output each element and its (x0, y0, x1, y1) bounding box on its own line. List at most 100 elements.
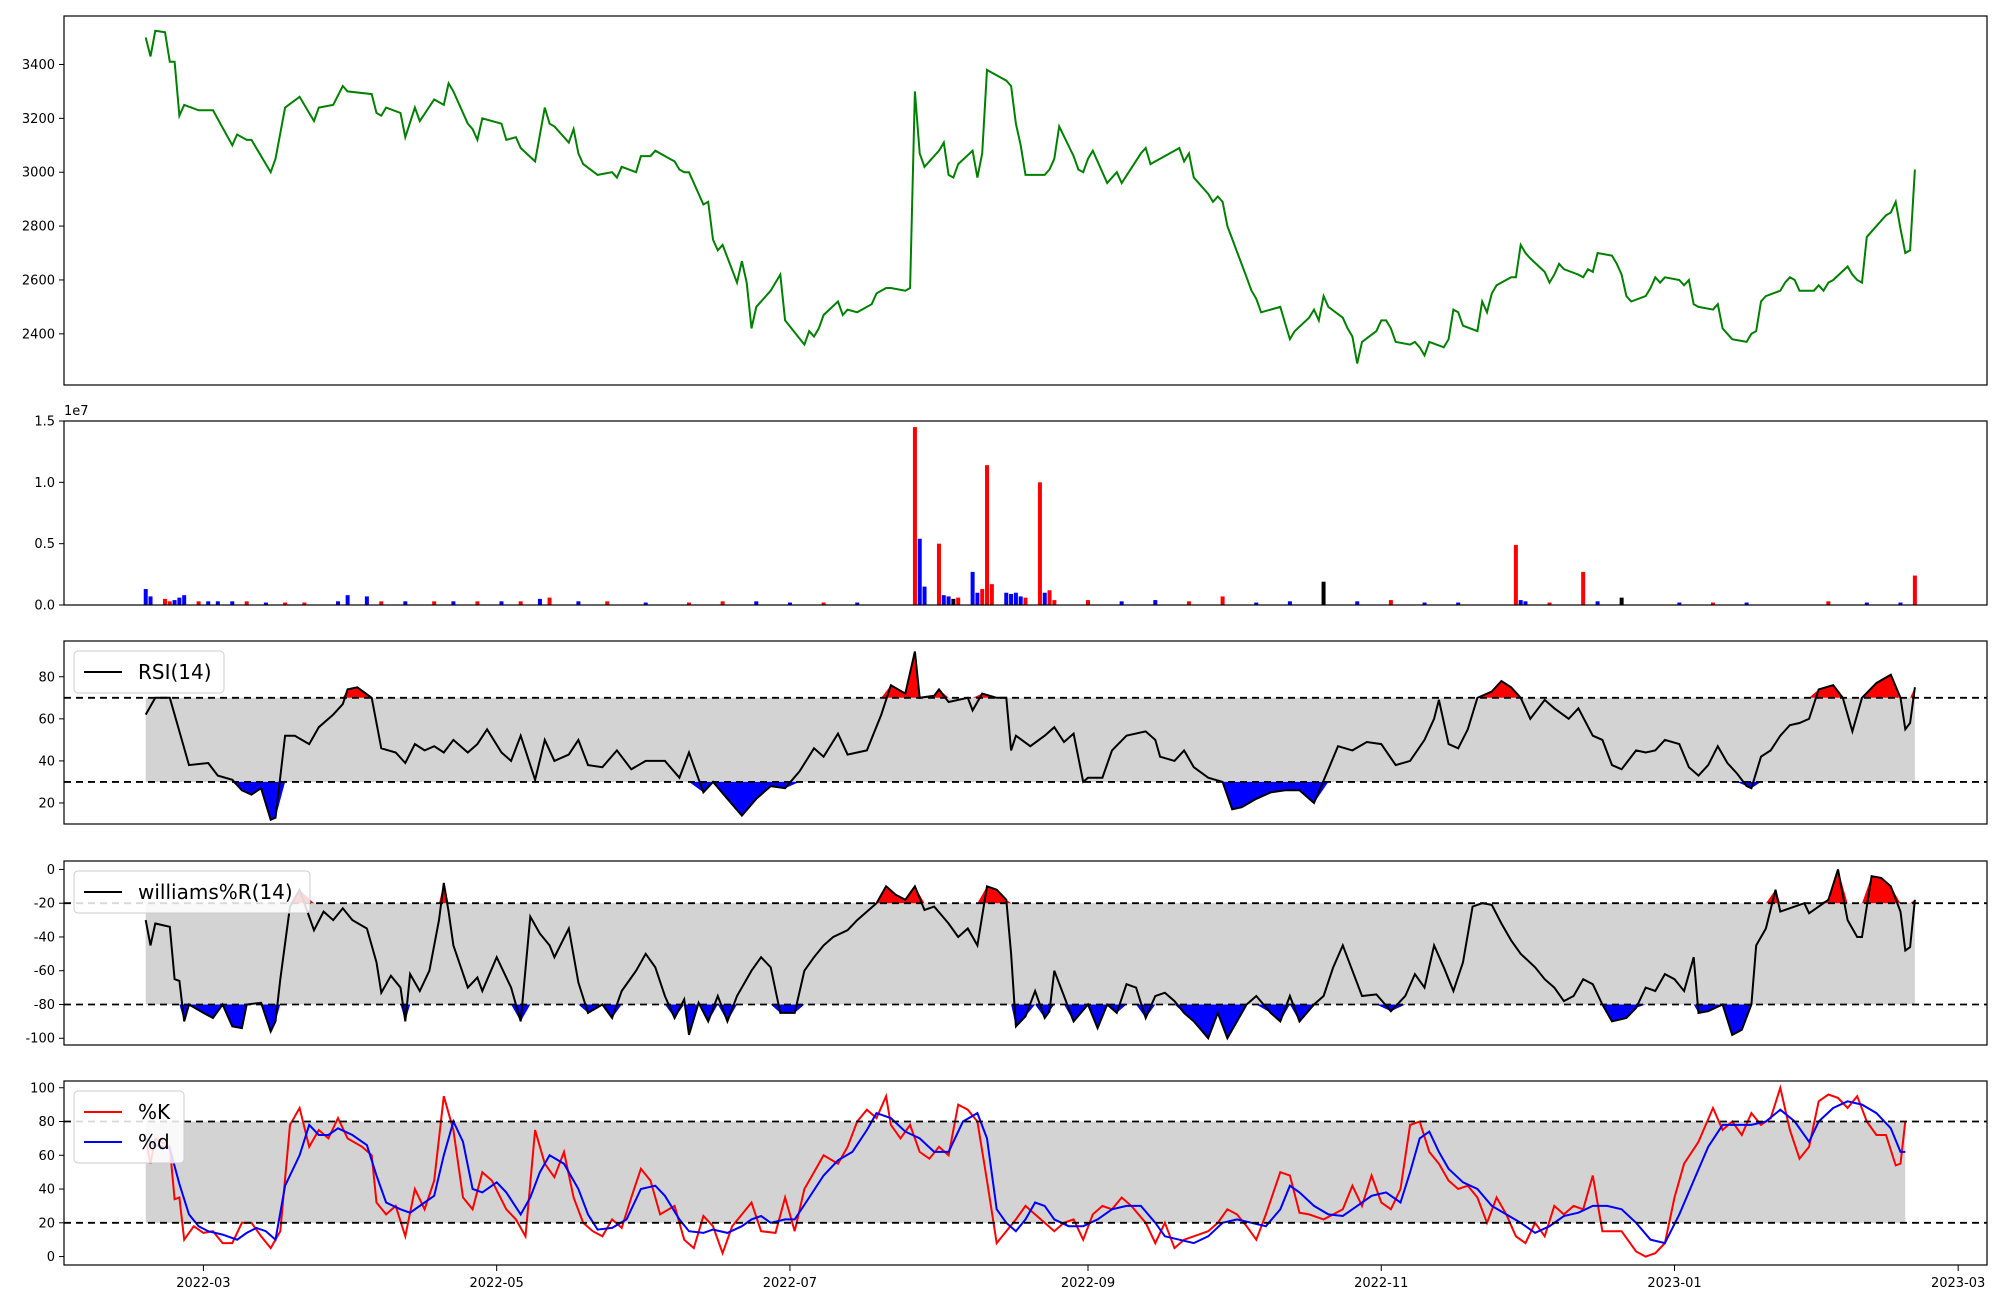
price-ytick-label: 3400 (22, 58, 55, 73)
price-ytick-label: 2800 (22, 220, 55, 235)
volume-bar (379, 601, 384, 605)
volume-bar (143, 589, 148, 605)
volume-bar (345, 595, 350, 605)
rsi-legend (73, 650, 225, 694)
volume-bar (922, 586, 927, 605)
volume-bar (1388, 600, 1393, 605)
williams-legend (73, 870, 311, 914)
date-axis: 2022-03 2022-05 2022-07 2022-09 2022-11 2023-… (176, 1265, 1985, 1291)
date-tick-label: 2023-03 (1931, 1276, 1985, 1291)
rsi-panel: RSI(14) 20 40 60 80 (38, 640, 1988, 825)
stochastic-ytick-label: 40 (38, 1183, 55, 1198)
volume-bar (547, 597, 552, 605)
williams-ytick-label: -100 (25, 1032, 55, 1047)
price-ytick-label: 3000 (22, 166, 55, 181)
stochastic-legend (73, 1090, 185, 1164)
volume-bar (1422, 602, 1427, 605)
volume-bar (196, 601, 201, 605)
stochastic-ytick-label: 20 (38, 1216, 55, 1231)
williams-oversold-fill (145, 1004, 1915, 1039)
stochastic-line-k (144, 1083, 1907, 1258)
rsi-ytick-label: 40 (38, 754, 55, 769)
volume-bar (1523, 601, 1528, 605)
date-tick-label: 2023-01 (1647, 1276, 1701, 1291)
volume-bar (1744, 602, 1749, 605)
volume-bar (230, 601, 235, 605)
williams-axes-frame (63, 860, 1988, 1046)
volume-bar (1864, 602, 1869, 605)
volume-bar (855, 602, 860, 605)
rsi-axes-frame (63, 640, 1988, 825)
volume-bar (1085, 600, 1090, 605)
volume-panel: 1e7 0.0 0.5 1.0 1.5 (34, 404, 1988, 614)
stochastic-axes-frame (63, 1080, 1988, 1266)
volume-bar (686, 602, 691, 605)
volume-bar (1619, 597, 1624, 605)
williams-r-panel: williams%R(14) -100 -80 -60 -40 -20 0 (25, 860, 1988, 1047)
date-tick-label: 2022-07 (763, 1276, 817, 1291)
volume-bar (1186, 601, 1191, 605)
volume-bar (1004, 592, 1009, 605)
williams-ytick-label: -40 (34, 930, 55, 945)
volume-bar (980, 589, 985, 605)
date-tick-label: 2022-05 (470, 1276, 524, 1291)
price-line (144, 29, 1916, 364)
volume-bar (475, 601, 480, 605)
volume-bar (182, 595, 187, 605)
volume-bar (912, 427, 917, 605)
volume-bar (1220, 596, 1225, 605)
volume-bar (167, 601, 172, 605)
volume-bar (1912, 575, 1917, 605)
volume-bar (451, 601, 456, 605)
rsi-ytick-label: 60 (38, 712, 55, 727)
volume-ytick-label: 0.0 (34, 599, 55, 614)
volume-bar (1513, 544, 1518, 605)
rsi-overbought-fill (145, 651, 1915, 698)
volume-bar (985, 465, 990, 605)
volume-bar (1547, 602, 1552, 605)
volume-bar (537, 598, 542, 605)
volume-bar (302, 602, 307, 605)
date-tick-label: 2022-11 (1354, 1276, 1408, 1291)
rsi-oversold-fill (145, 781, 1915, 820)
volume-bar (177, 597, 182, 605)
volume-bar (1018, 596, 1023, 605)
volume-bar (1287, 601, 1292, 605)
volume-bar (283, 602, 288, 605)
volume-bar (1052, 600, 1057, 605)
volume-bar (215, 601, 220, 605)
volume-axes-frame (63, 420, 1988, 606)
volume-bar (1595, 601, 1600, 605)
stochastic-line-d (145, 1100, 1906, 1245)
volume-bar (263, 602, 268, 605)
stochastic-legend-label: %K (138, 1100, 171, 1124)
volume-bar (206, 601, 211, 605)
volume-bar (518, 601, 523, 605)
volume-bar (1355, 601, 1360, 605)
williams-ytick-label: -60 (34, 964, 55, 979)
volume-bar (336, 601, 341, 605)
volume-bar (403, 601, 408, 605)
date-tick-label: 2022-03 (176, 1276, 230, 1291)
volume-bar (936, 543, 941, 605)
rsi-neutral-band (145, 697, 1915, 782)
volume-bar (499, 601, 504, 605)
volume-bar (1826, 601, 1831, 605)
volume-bar (917, 538, 922, 605)
price-panel: 2400 2600 2800 3000 3200 3400 (22, 15, 1988, 386)
stochastic-ytick-label: 60 (38, 1149, 55, 1164)
volume-bar (720, 601, 725, 605)
stochastic-ytick-label: 100 (30, 1081, 55, 1096)
volume-bar (1321, 581, 1326, 605)
volume-bar (989, 584, 994, 605)
volume-ytick-label: 1.0 (34, 476, 55, 491)
williams-overbought-fill (145, 869, 1915, 904)
date-tick-label: 2022-09 (1061, 1276, 1115, 1291)
rsi-ytick-label: 20 (38, 796, 55, 811)
volume-bar (576, 601, 581, 605)
volume-bar (162, 598, 167, 605)
volume-ytick-label: 0.5 (34, 537, 55, 552)
volume-bar (1037, 482, 1042, 605)
volume-bar (1677, 602, 1682, 605)
